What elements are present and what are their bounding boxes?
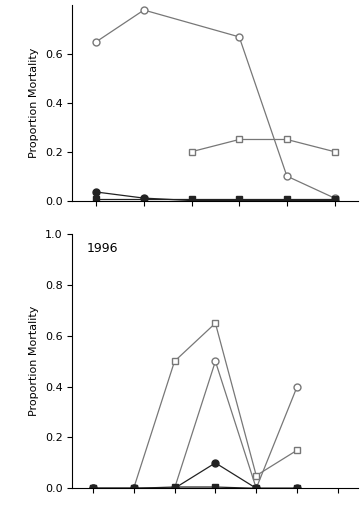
Text: 1996: 1996 — [87, 242, 118, 255]
Y-axis label: Proportion Mortality: Proportion Mortality — [29, 48, 39, 158]
Y-axis label: Proportion Mortality: Proportion Mortality — [29, 306, 39, 416]
